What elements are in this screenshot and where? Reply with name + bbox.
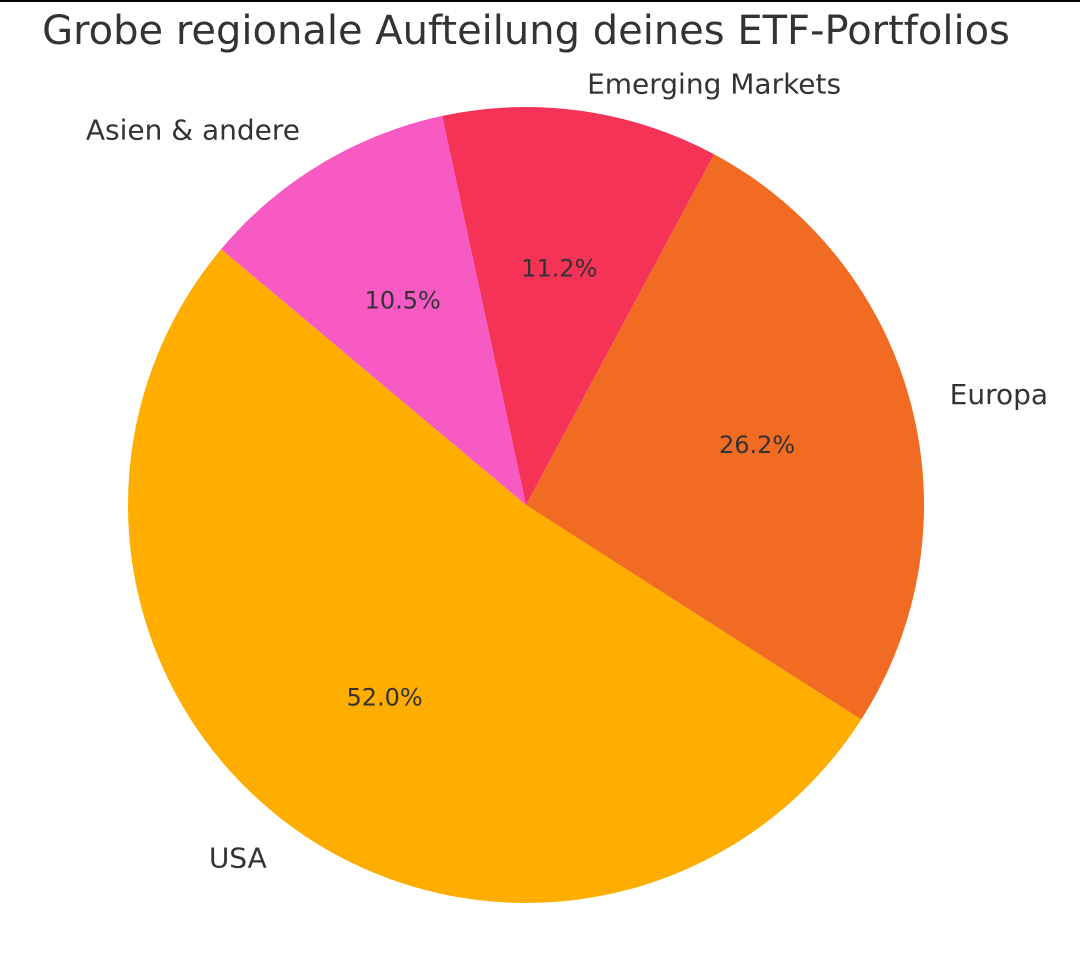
slice-label: Emerging Markets [587, 68, 841, 101]
slice-label: Europa [950, 378, 1048, 411]
slice-label: Asien & andere [86, 114, 300, 147]
percent-label: 52.0% [346, 683, 422, 711]
percent-label: 26.2% [719, 431, 795, 459]
percent-label: 10.5% [365, 286, 441, 314]
percent-label: 11.2% [521, 255, 597, 283]
pie-slice-asien-andere [221, 115, 526, 505]
pie-slice-usa [128, 249, 862, 903]
slice-label: USA [209, 841, 267, 874]
pie-slice-europa [526, 154, 924, 720]
chart-title: Grobe regionale Aufteilung deines ETF-Po… [42, 8, 1010, 54]
pie-slice-emerging-markets [442, 106, 715, 505]
